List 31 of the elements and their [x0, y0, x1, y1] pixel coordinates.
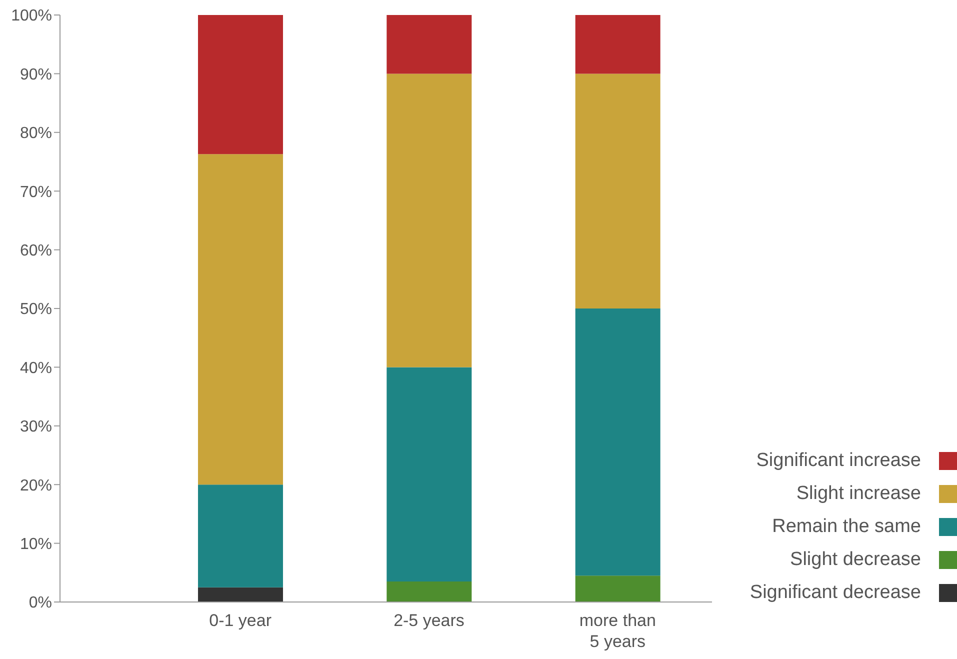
bar: [575, 308, 660, 576]
x-tick-label: 0-1 year: [209, 611, 272, 630]
y-tick-label: 60%: [20, 242, 52, 260]
bar: [575, 576, 660, 602]
bar: [386, 15, 472, 74]
bar: [575, 74, 660, 308]
y-tick-label: 70%: [20, 184, 52, 201]
x-tick-label: more than 5 years: [579, 611, 656, 651]
legend-label: Remain the same: [772, 516, 921, 538]
y-tick-label: 80%: [20, 125, 52, 142]
legend-label: Significant increase: [756, 450, 921, 472]
y-tick-label: 10%: [20, 536, 52, 553]
y-tick-label: 100%: [11, 8, 52, 25]
bar: [198, 154, 283, 485]
legend-label: Slight decrease: [790, 549, 921, 571]
bar: [386, 74, 472, 368]
bar: [198, 484, 283, 588]
bar: [198, 15, 283, 154]
legend-label: Slight increase: [796, 483, 921, 505]
y-tick-label: 0%: [28, 594, 52, 612]
bar: [386, 581, 472, 602]
y-tick-label: 50%: [20, 301, 52, 318]
bar: [198, 587, 283, 602]
bar: [386, 367, 472, 582]
y-tick-label: 20%: [20, 477, 52, 494]
bar: [575, 15, 660, 74]
y-tick-label: 30%: [20, 418, 52, 436]
x-tick-label: 2-5 years: [394, 611, 464, 630]
y-tick-label: 40%: [20, 360, 52, 377]
y-tick-label: 90%: [20, 66, 52, 84]
legend-label: Significant decrease: [750, 582, 921, 604]
